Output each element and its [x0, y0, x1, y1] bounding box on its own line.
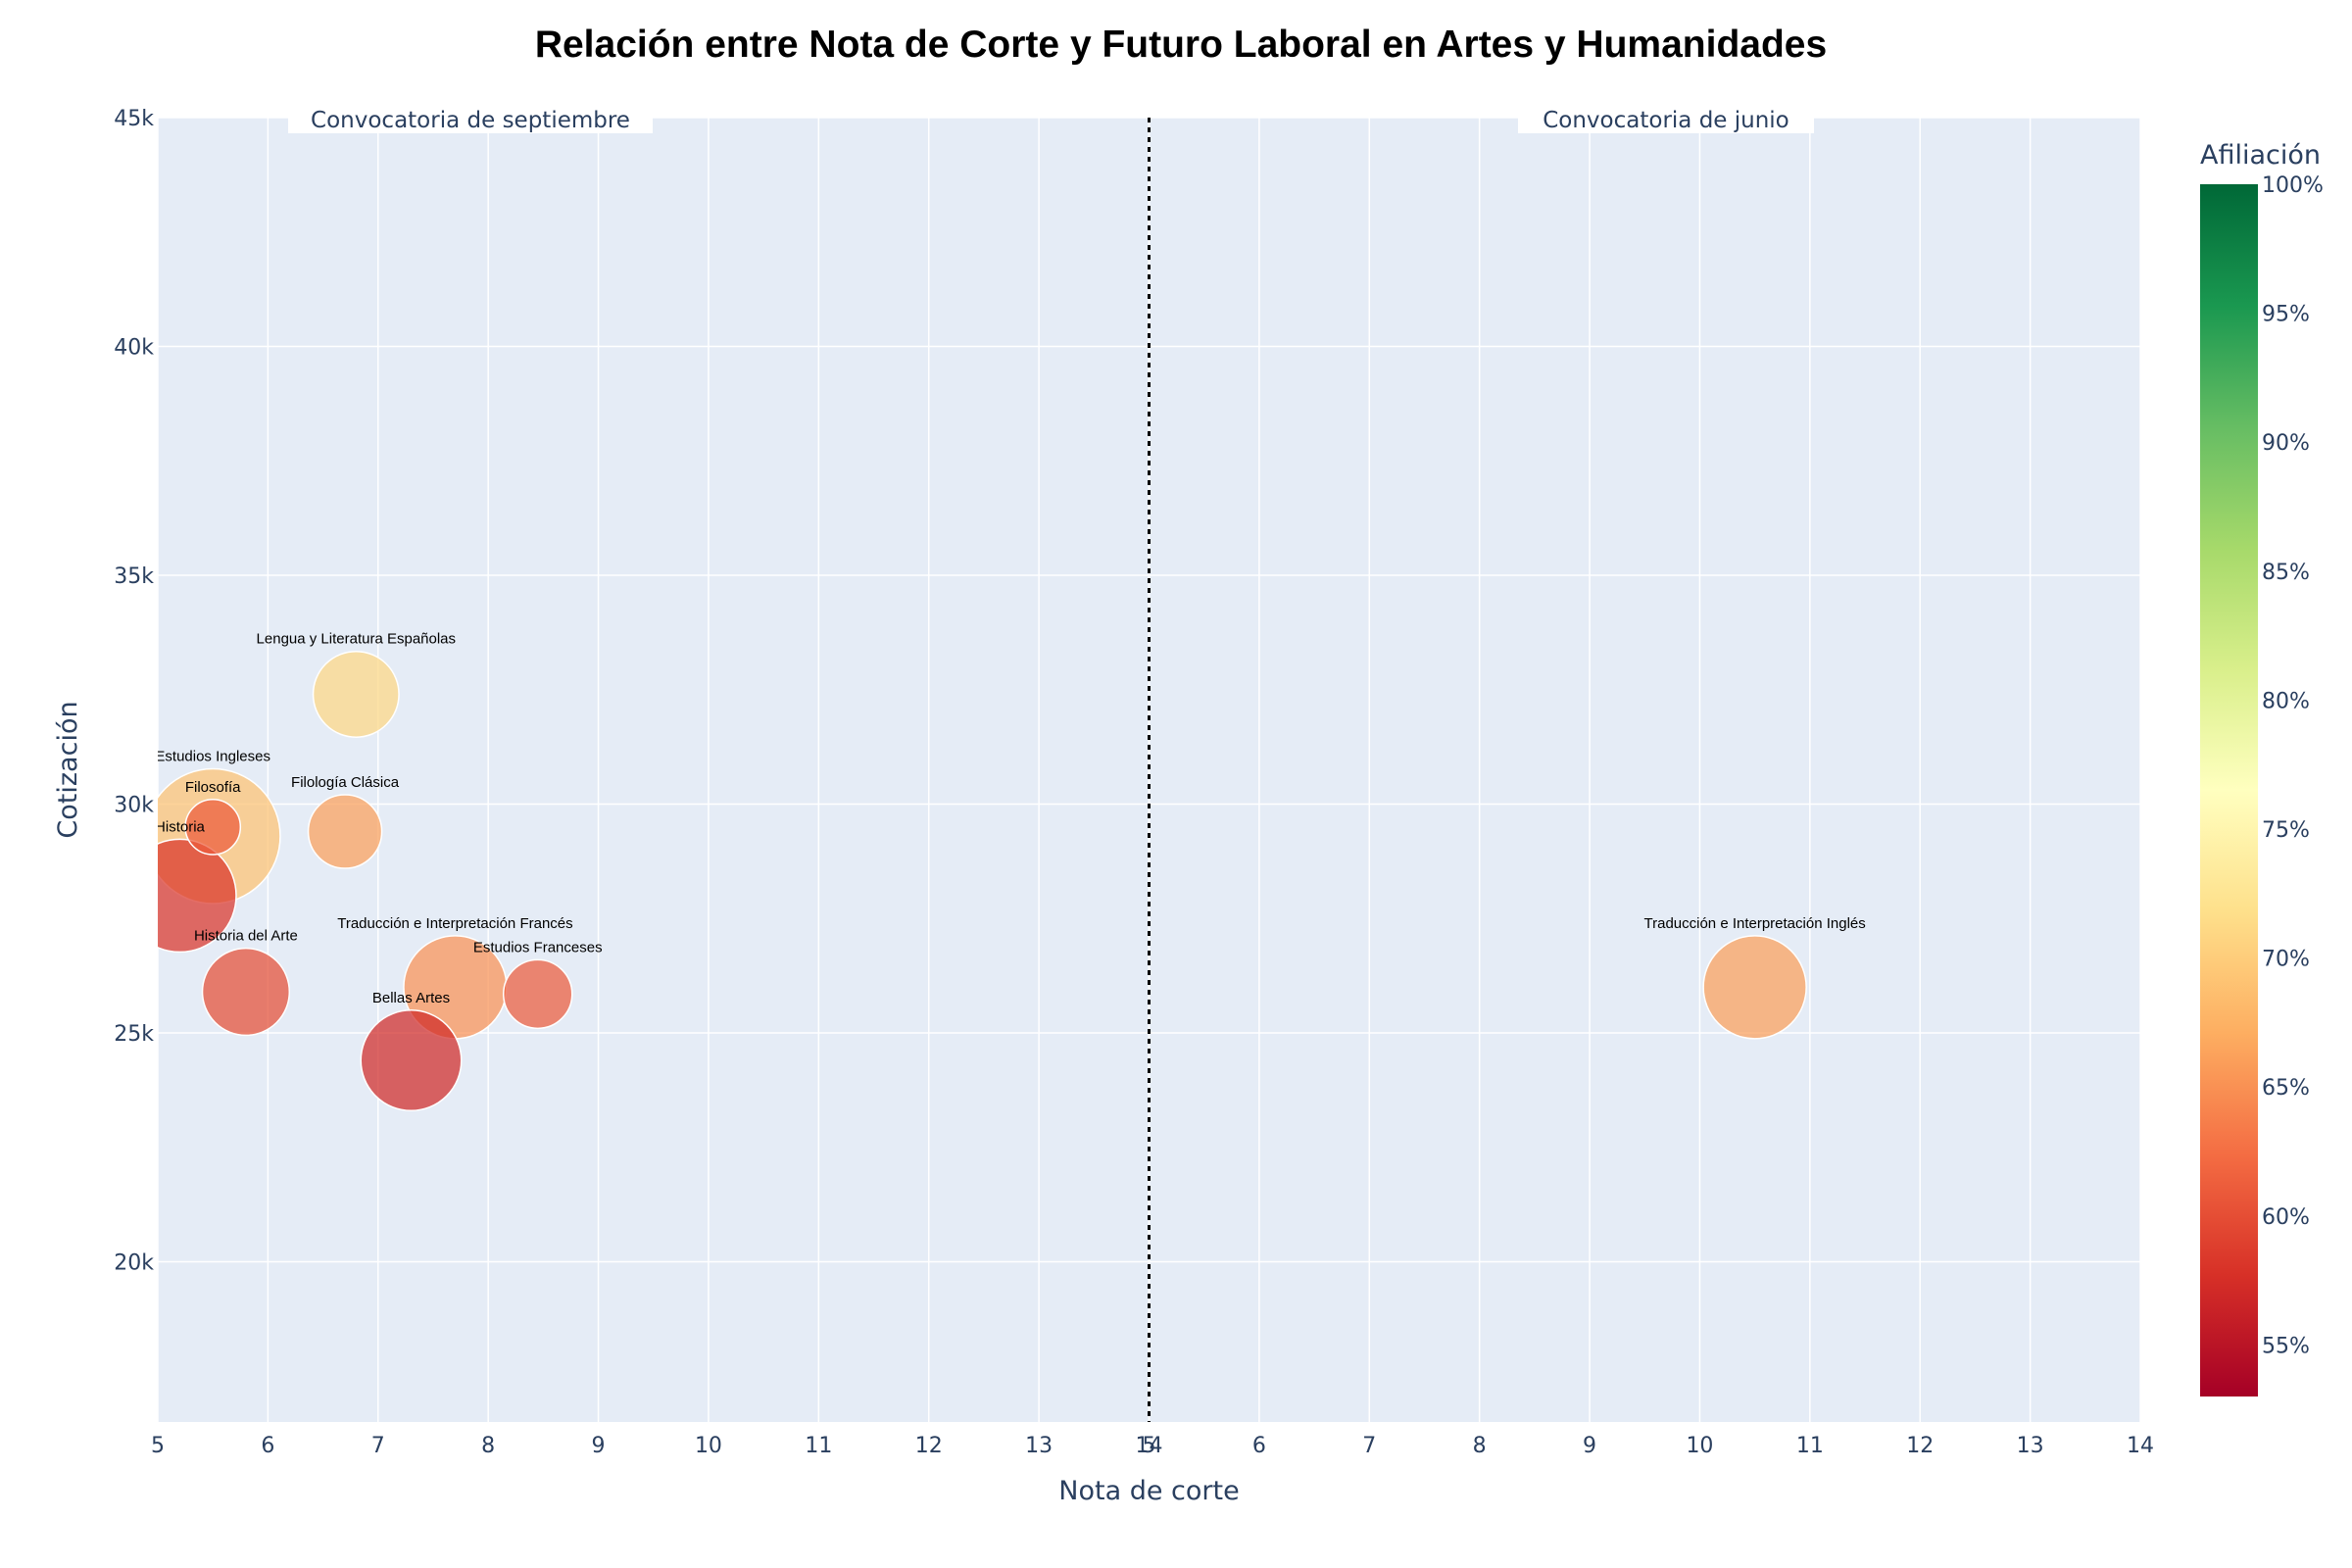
x-tick-label: 10 [1686, 1434, 1713, 1458]
x-tick-label: 9 [1583, 1434, 1596, 1458]
bubble-label: Estudios Ingleses [155, 748, 270, 764]
x-tick-label: 11 [1796, 1434, 1824, 1458]
section-labels: Convocatoria de septiembre Convocatoria d… [288, 104, 1814, 133]
bubble-layer [158, 650, 1807, 1112]
bubble-point [184, 799, 242, 856]
x-tick-label: 6 [1252, 1434, 1266, 1458]
y-tick-label: 35k [114, 564, 154, 589]
y-axis-ticks: 20k 25k 30k 35k 40k 45k [114, 107, 154, 1276]
colorbar: Afiliación 55% 60% 65% 70% 75% 80% 85% 90% 95% 10… [2200, 140, 2324, 1396]
x-tick-label: 5 [1143, 1434, 1156, 1458]
section-label-bg [288, 104, 653, 133]
bubble-point [502, 958, 573, 1030]
bubble-point [158, 838, 237, 954]
x-tick-label: 9 [592, 1434, 606, 1458]
bubble-label: Lengua y Literatura Españolas [257, 631, 456, 648]
bubble-label: Traducción e Interpretación Inglés [1644, 915, 1866, 932]
x-tick-label: 6 [261, 1434, 274, 1458]
colorbar-tick-label: 75% [2262, 818, 2310, 843]
colorbar-tick-label: 90% [2262, 431, 2310, 456]
section-label: Convocatoria de junio [1543, 108, 1789, 133]
x-axis-title: Nota de corte [1058, 1476, 1239, 1506]
x-tick-label: 7 [1362, 1434, 1376, 1458]
chart-title: Relación entre Nota de Corte y Futuro La… [535, 24, 1827, 66]
y-tick-label: 45k [114, 107, 154, 131]
colorbar-tick-label: 85% [2262, 561, 2310, 585]
y-tick-label: 40k [114, 336, 154, 361]
x-tick-label: 13 [2017, 1434, 2044, 1458]
colorbar-tick-label: 95% [2262, 303, 2310, 327]
colorbar-title: Afiliación [2200, 140, 2321, 171]
colorbar-tick-label: 100% [2262, 173, 2324, 198]
x-tick-label: 11 [805, 1434, 832, 1458]
x-tick-label: 8 [481, 1434, 495, 1458]
bubble-label: Filología Clásica [291, 774, 400, 791]
colorbar-tick-label: 60% [2262, 1205, 2310, 1230]
bubble-label: Historia del Arte [194, 928, 298, 945]
bubble-point [360, 1009, 463, 1112]
bubble-label: Estudios Franceses [473, 939, 603, 956]
x-axis-ticks: 5 6 7 8 9 10 11 12 13 145 6 7 8 9 10 11 12 13 14 [151, 1434, 2154, 1458]
bubble-point [201, 947, 291, 1037]
y-tick-label: 30k [114, 794, 154, 818]
y-axis-title: Cotización [53, 701, 83, 838]
x-tick-label: 8 [1473, 1434, 1487, 1458]
colorbar-tick-label: 55% [2262, 1334, 2310, 1358]
x-tick-label: 14 [1136, 1434, 1163, 1458]
x-tick-label: 7 [371, 1434, 385, 1458]
bubble-label: Filosofía [185, 779, 241, 796]
y-tick-label: 25k [114, 1022, 154, 1047]
colorbar-tick-label: 65% [2262, 1076, 2310, 1101]
x-tick-label: 14 [2127, 1434, 2154, 1458]
x-tick-label: 12 [915, 1434, 943, 1458]
section-label-bg [1518, 104, 1814, 133]
x-tick-label: 13 [1025, 1434, 1053, 1458]
bubble-label-layer: Estudios Ingleses Filosofía Historia Lengua… [155, 631, 1866, 1006]
bubble-point [307, 794, 383, 869]
x-tick-label: 10 [695, 1434, 722, 1458]
x-tick-label: 12 [1906, 1434, 1934, 1458]
y-tick-label: 20k [114, 1251, 154, 1276]
colorbar-tick-label: 80% [2262, 689, 2310, 713]
bubble-point [312, 650, 400, 738]
bubble-label: Bellas Artes [372, 990, 450, 1006]
x-tick-label: 5 [151, 1434, 165, 1458]
colorbar-tick-label: 70% [2262, 948, 2310, 972]
colorbar-gradient [2200, 184, 2258, 1396]
section-label: Convocatoria de septiembre [311, 108, 630, 133]
bubble-label: Historia [155, 818, 206, 835]
colorbar-ticks: 55% 60% 65% 70% 75% 80% 85% 90% 95% 100% [2262, 173, 2324, 1358]
bubble-point [1702, 935, 1807, 1040]
bubble-label: Traducción e Interpretación Francés [337, 915, 572, 932]
